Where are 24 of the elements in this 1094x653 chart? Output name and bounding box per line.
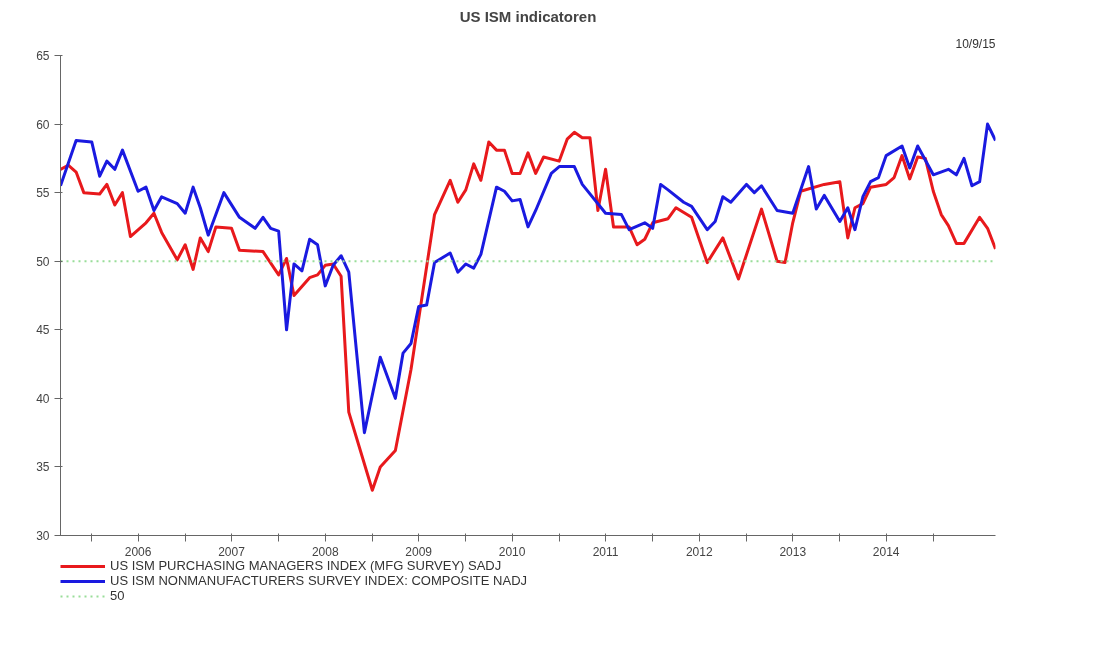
x-tick-label: 2006 bbox=[124, 544, 152, 559]
x-tick-label: 2010 bbox=[498, 544, 526, 559]
x-tick-label: 2014 bbox=[872, 544, 900, 559]
legend-label: US ISM PURCHASING MANAGERS INDEX (MFG SURVEY) SADJ bbox=[110, 558, 502, 573]
x-tick-label: 2012 bbox=[685, 544, 713, 559]
y-tick-label: 55 bbox=[36, 186, 50, 201]
y-tick-label: 45 bbox=[36, 323, 50, 338]
legend-label: US ISM NONMANUFACTURERS SURVEY INDEX: COMPOSITE NADJ bbox=[110, 573, 528, 588]
legend-label: 50 bbox=[110, 588, 126, 603]
x-tick-label: 2011 bbox=[592, 544, 619, 559]
y-tick-label: 40 bbox=[36, 391, 50, 406]
x-tick-label: 2008 bbox=[311, 544, 339, 559]
line-series bbox=[60, 130, 996, 492]
x-tick-label: 2013 bbox=[779, 544, 807, 559]
y-tick-label: 65 bbox=[36, 49, 50, 63]
text: 10/9/15 bbox=[955, 36, 996, 51]
y-tick-label: 35 bbox=[36, 460, 50, 475]
chart-title: US ISM indicatoren bbox=[459, 7, 597, 25]
x-tick-label: 2009 bbox=[405, 544, 433, 559]
y-tick-label: 30 bbox=[36, 529, 50, 543]
line-series bbox=[60, 122, 996, 435]
x-tick-label: 2007 bbox=[218, 544, 246, 559]
y-tick-label: 50 bbox=[36, 254, 50, 269]
y-tick-label: 60 bbox=[36, 117, 50, 132]
